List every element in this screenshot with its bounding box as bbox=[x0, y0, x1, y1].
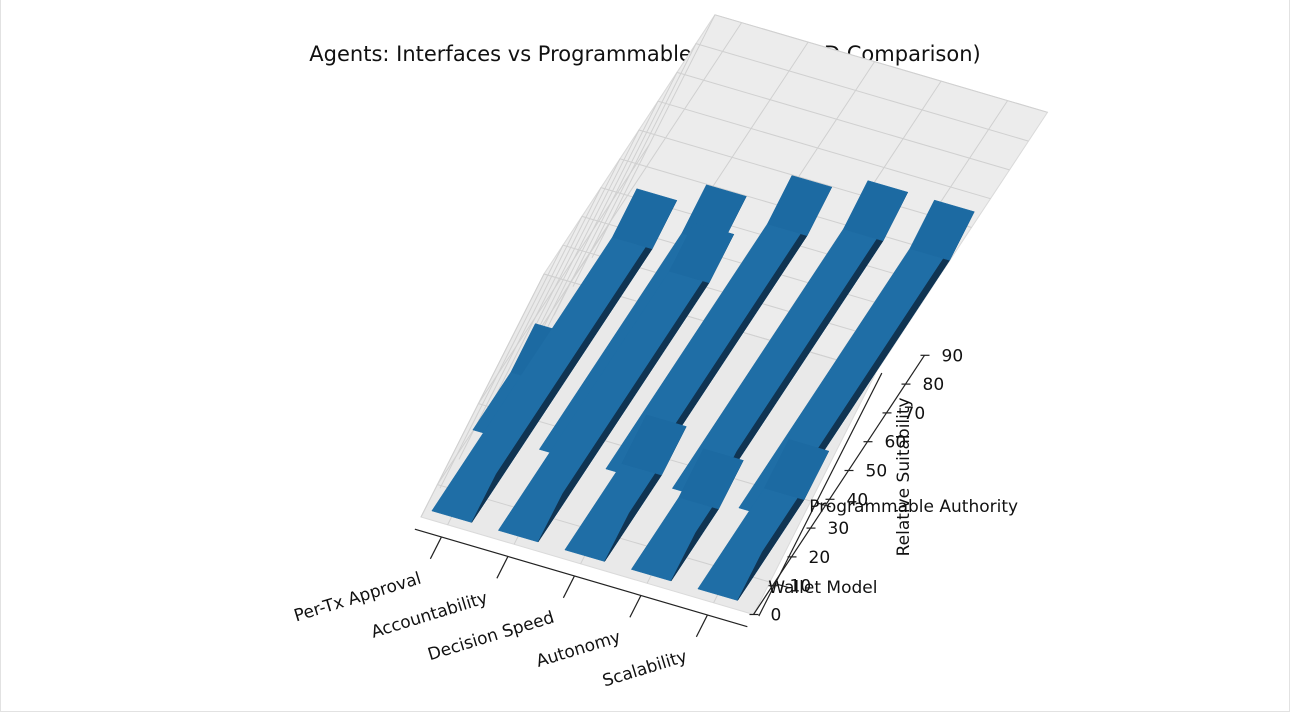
z-grid-line bbox=[591, 14, 1048, 259]
x-tick bbox=[496, 556, 509, 579]
z-grid-line bbox=[496, 158, 953, 403]
y-tick bbox=[816, 502, 832, 508]
x-tick-label: Scalability bbox=[600, 647, 689, 692]
bar-wallet-model-per-tx-approval bbox=[431, 188, 678, 523]
z-tick-label: 40 bbox=[847, 490, 869, 510]
x-tick bbox=[429, 536, 442, 560]
z-tick-label: 80 bbox=[923, 375, 945, 395]
bar-programmable-authority-decision-speed bbox=[605, 175, 833, 481]
y-tick bbox=[775, 583, 791, 589]
bar-top-face bbox=[668, 222, 735, 284]
z-grid-line bbox=[420, 273, 877, 518]
z-grid-line bbox=[477, 187, 934, 431]
z-tick-label: 0 bbox=[771, 606, 782, 626]
x-tick bbox=[695, 614, 708, 638]
z-tick-label: 90 bbox=[942, 346, 964, 366]
z-axis-label: Relative Suitability bbox=[894, 397, 914, 556]
bar-top-face bbox=[909, 199, 975, 261]
bar-top-face bbox=[766, 175, 833, 236]
bar-top-face bbox=[611, 188, 678, 250]
z-grid-line bbox=[534, 100, 991, 345]
z-grid-line bbox=[439, 244, 896, 489]
bar-top-face bbox=[678, 448, 744, 510]
z-tick-label: 30 bbox=[828, 519, 850, 539]
z-axis: 0 10 20 30 40 50 60 70 80 90 Relative Suitability bbox=[749, 346, 964, 626]
bar-programmable-authority-autonomy bbox=[671, 180, 909, 501]
bar-wallet-model-accountability bbox=[497, 222, 735, 543]
y-tick-label: Programmable Authority bbox=[809, 497, 1018, 517]
z-grid-line bbox=[553, 71, 1010, 316]
bar-wallet-model-decision-speed bbox=[564, 414, 687, 562]
x-tick bbox=[562, 575, 575, 599]
z-tick-label: 70 bbox=[904, 404, 926, 424]
x-axis-line bbox=[414, 528, 748, 628]
x-tick bbox=[629, 595, 642, 618]
y-tick-label: Wallet Model bbox=[768, 578, 877, 598]
bars bbox=[431, 175, 975, 601]
z-axis-line bbox=[752, 354, 926, 615]
bar-top-face bbox=[621, 414, 687, 476]
z-tick-label: 50 bbox=[866, 462, 888, 482]
x-tick-label: Autonomy bbox=[534, 627, 623, 672]
z-grid-line bbox=[458, 215, 915, 460]
z-tick-label: 10 bbox=[790, 577, 812, 597]
bar-wallet-model-autonomy bbox=[630, 448, 744, 582]
bar-top-face bbox=[842, 180, 909, 242]
z-grid-line bbox=[572, 43, 1029, 287]
z-tick-label: 60 bbox=[885, 433, 907, 453]
bar-wallet-model-scalability bbox=[697, 439, 830, 601]
bar-top-face bbox=[763, 439, 830, 500]
z-tick-label: 20 bbox=[809, 548, 831, 568]
